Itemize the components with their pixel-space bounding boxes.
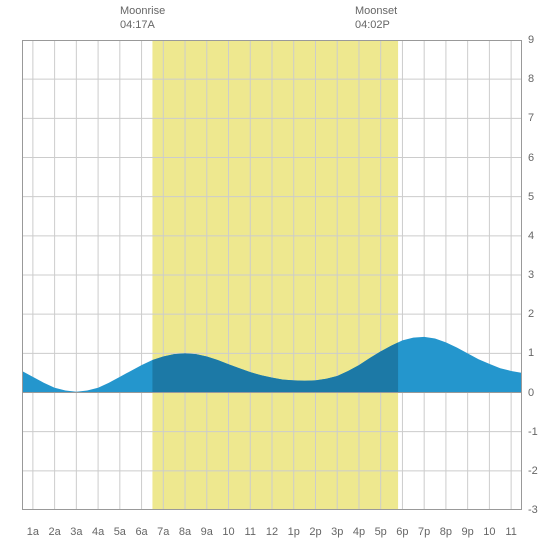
tide-chart (22, 40, 522, 510)
x-tick: 11 (245, 526, 256, 538)
x-tick: 4p (353, 526, 365, 538)
y-tick: -1 (528, 426, 548, 438)
x-tick: 1a (27, 526, 39, 538)
x-tick: 3p (331, 526, 343, 538)
moonset-label: Moonset (355, 4, 397, 18)
y-tick: 3 (528, 269, 548, 281)
x-tick: 12 (266, 526, 278, 538)
y-tick: 9 (528, 34, 548, 46)
moonset: Moonset04:02P (355, 4, 397, 33)
y-tick: 8 (528, 73, 548, 85)
x-tick: 6a (135, 526, 147, 538)
x-tick: 11 (505, 526, 516, 538)
x-tick: 3a (70, 526, 82, 538)
y-tick: 1 (528, 347, 548, 359)
y-tick: 7 (528, 112, 548, 124)
x-tick: 9p (462, 526, 474, 538)
x-tick: 6p (396, 526, 408, 538)
y-tick: 0 (528, 387, 548, 399)
moonrise: Moonrise04:17A (120, 4, 165, 33)
y-tick: 2 (528, 308, 548, 320)
x-tick: 10 (483, 526, 495, 538)
x-tick: 7a (157, 526, 169, 538)
moonrise-label: Moonrise (120, 4, 165, 18)
x-tick: 7p (418, 526, 430, 538)
x-tick: 5a (114, 526, 126, 538)
x-tick: 4a (92, 526, 104, 538)
moonrise-time: 04:17A (120, 18, 165, 32)
y-tick: 5 (528, 191, 548, 203)
x-tick: 1p (288, 526, 300, 538)
y-tick: -2 (528, 465, 548, 477)
y-tick: 6 (528, 152, 548, 164)
x-tick: 2a (48, 526, 60, 538)
y-tick: -3 (528, 504, 548, 516)
chart-svg (22, 40, 522, 510)
x-tick: 5p (375, 526, 387, 538)
moonset-time: 04:02P (355, 18, 397, 32)
x-tick: 8a (179, 526, 191, 538)
x-tick: 8p (440, 526, 452, 538)
y-tick: 4 (528, 230, 548, 242)
x-tick: 2p (309, 526, 321, 538)
x-tick: 10 (222, 526, 234, 538)
x-tick: 9a (201, 526, 213, 538)
